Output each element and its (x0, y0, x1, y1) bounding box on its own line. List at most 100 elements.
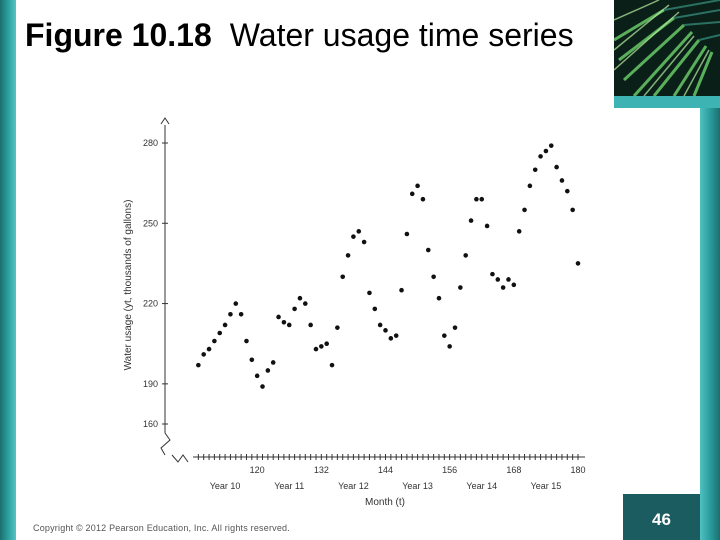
left-decorative-bar (0, 0, 16, 540)
data-point (238, 311, 244, 317)
y-tick-label: 190 (143, 379, 158, 389)
data-point (565, 188, 570, 194)
figure-title-text: Water usage time series (229, 17, 574, 53)
x-tick-label: 156 (442, 465, 457, 475)
data-point (511, 282, 517, 288)
data-point (442, 333, 447, 338)
data-point (490, 271, 495, 277)
x-tick-label: 132 (314, 465, 329, 475)
data-point (452, 325, 458, 330)
data-point (500, 285, 506, 290)
data-point (292, 306, 297, 312)
x-tick-label: 180 (570, 465, 585, 475)
x-axis-title: Month (t) (365, 497, 405, 508)
data-point (468, 218, 474, 223)
data-point (548, 143, 554, 148)
data-point (404, 231, 410, 237)
data-point (415, 183, 420, 189)
data-point (249, 357, 255, 363)
page-number-box (623, 494, 700, 540)
y-axis-break (160, 432, 171, 456)
data-point (377, 322, 383, 328)
data-point (270, 360, 276, 365)
x-year-label: Year 11 (274, 481, 304, 491)
data-point (409, 191, 415, 197)
data-point (356, 229, 362, 234)
data-point (340, 274, 346, 280)
data-point (228, 311, 233, 317)
x-year-label: Year 13 (402, 481, 433, 491)
data-point (393, 333, 399, 338)
y-tick-label: 160 (143, 419, 158, 429)
data-point (479, 196, 485, 202)
x-year-label: Year 10 (210, 481, 241, 491)
x-year-label: Year 14 (466, 481, 497, 491)
data-point (431, 274, 436, 280)
data-point (196, 362, 201, 368)
y-axis-arrow (160, 117, 170, 125)
data-point (527, 183, 533, 189)
data-point (474, 196, 479, 202)
data-point (260, 384, 265, 389)
data-point (361, 239, 367, 245)
data-point (233, 301, 239, 306)
data-point (522, 207, 527, 213)
data-point (538, 154, 543, 159)
data-point (281, 320, 287, 325)
data-point (383, 328, 388, 333)
x-year-label: Year 15 (531, 481, 562, 491)
data-point (554, 164, 559, 170)
data-point (506, 277, 511, 282)
data-point (324, 341, 329, 347)
page-number: 46 (652, 510, 671, 529)
data-point (254, 373, 260, 379)
data-point (345, 253, 351, 258)
figure-label: Figure 10.18 (25, 17, 212, 53)
slide-title: Figure 10.18 Water usage time series (25, 14, 605, 56)
data-point (388, 336, 394, 341)
data-point (575, 261, 581, 266)
data-point (313, 346, 319, 352)
data-point (484, 223, 490, 229)
data-point (570, 207, 575, 213)
data-point (463, 253, 469, 258)
data-point (458, 285, 463, 290)
y-tick-label: 220 (143, 299, 158, 309)
data-point (297, 295, 303, 301)
x-year-label: Year 12 (338, 481, 369, 491)
data-point (351, 234, 356, 239)
data-point (436, 295, 442, 301)
data-point (367, 290, 372, 296)
corner-decorative-image (614, 0, 720, 96)
data-point (420, 196, 426, 202)
data-point (447, 344, 452, 349)
data-point (319, 344, 324, 349)
data-point (265, 368, 271, 373)
data-point (399, 287, 404, 293)
x-tick-label: 168 (506, 465, 521, 475)
data-point (212, 338, 217, 344)
data-point (276, 314, 281, 320)
y-tick-label: 250 (143, 218, 158, 228)
data-point (222, 322, 228, 328)
data-point (244, 338, 249, 344)
data-point (217, 330, 223, 336)
data-point (329, 362, 335, 368)
y-tick-label: 280 (143, 138, 158, 148)
data-point (532, 167, 538, 173)
data-point (201, 352, 206, 357)
x-tick-label: 144 (378, 465, 393, 475)
corner-accent-strip (614, 96, 720, 108)
y-axis-title: Water usage (yt, thousands of gallons) (123, 200, 134, 371)
data-point (516, 229, 522, 234)
data-point (335, 325, 340, 330)
data-point (302, 301, 308, 306)
x-axis-break (171, 454, 189, 463)
data-point (286, 322, 292, 328)
copyright-notice: Copyright © 2012 Pearson Education, Inc.… (33, 523, 290, 533)
data-point (543, 148, 549, 154)
data-point (425, 247, 431, 253)
data-point (206, 346, 212, 352)
right-decorative-bar (700, 0, 720, 540)
